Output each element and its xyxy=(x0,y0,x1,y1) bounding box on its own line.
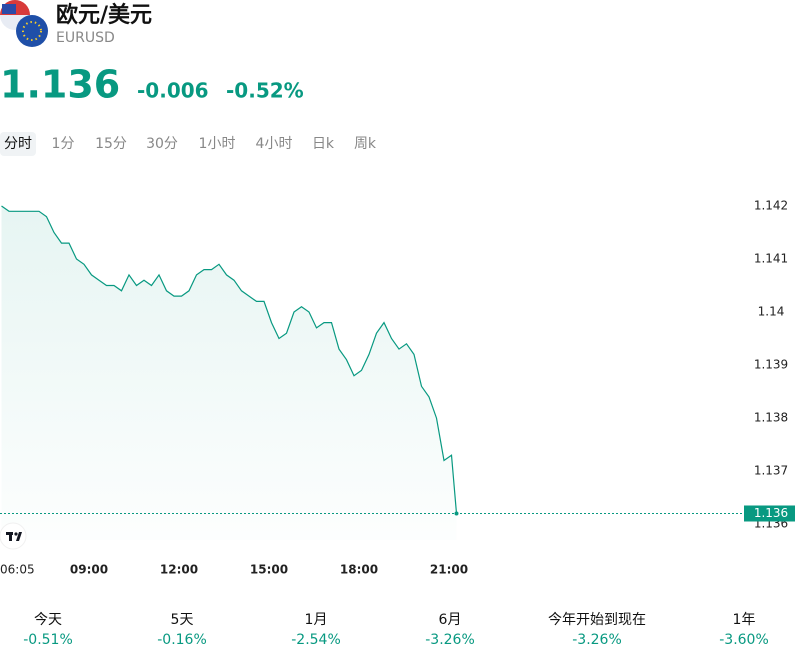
period-label[interactable]: 今年开始到现在 xyxy=(548,612,646,628)
period-value: -3.60% xyxy=(719,632,769,648)
y-tick-label: 1.138 xyxy=(754,411,788,425)
x-tick-label: 18:00 xyxy=(340,563,378,577)
tab[interactable]: 4小时 xyxy=(256,136,293,152)
period-label[interactable]: 1年 xyxy=(733,612,756,628)
pair-code: EURUSD xyxy=(56,30,115,46)
period-label[interactable]: 今天 xyxy=(34,612,62,628)
period-value: -0.51% xyxy=(23,632,73,648)
period-returns: 今天 -0.51% 5天 -0.16% 1月 -2.54% 6月 -3.26% 今年开始到现在 -… xyxy=(23,612,769,648)
last-price-box xyxy=(744,505,795,522)
y-tick-label: 1.137 xyxy=(754,464,788,478)
period-label[interactable]: 1月 xyxy=(305,612,328,628)
flag-icons xyxy=(0,0,48,47)
price-line xyxy=(1,205,458,514)
last-price-label: 1.136 xyxy=(754,506,788,520)
y-tick-label: 1.142 xyxy=(754,199,788,213)
x-tick-label: 15:00 xyxy=(250,563,288,577)
chart: 1.136 1.137 1.138 1.139 1.14 1.141 1.142 06:05 0… xyxy=(0,199,795,577)
period-label[interactable]: 5天 xyxy=(171,612,194,628)
tab[interactable]: 1小时 xyxy=(199,136,236,152)
tab[interactable]: 分时 xyxy=(4,136,32,152)
tradingview-logo xyxy=(0,522,27,550)
area xyxy=(1,206,457,540)
change: -0.006 xyxy=(137,79,209,103)
x-tick-label: 12:00 xyxy=(160,563,198,577)
pair-name: 欧元/美元 xyxy=(56,2,152,28)
x-tick-label: 09:00 xyxy=(70,563,108,577)
x-tick-label: 06:05 xyxy=(0,563,35,577)
tab[interactable]: 30分 xyxy=(146,136,178,152)
y-tick-label: 1.139 xyxy=(754,358,788,372)
y-tick-label: 1.141 xyxy=(754,252,788,266)
change-percent: -0.52% xyxy=(226,79,304,103)
tabs: 分时 1分 15分 30分 1小时 4小时 日k 周k xyxy=(4,136,377,152)
tab[interactable]: 日k xyxy=(312,136,335,152)
period-value: -2.54% xyxy=(291,632,341,648)
tab[interactable]: 1分 xyxy=(52,136,75,152)
period-value: -3.26% xyxy=(572,632,622,648)
period-value: -3.26% xyxy=(425,632,475,648)
period-value: -0.16% xyxy=(157,632,207,648)
tab-selected-bg xyxy=(0,132,36,156)
y-tick-label: 1.14 xyxy=(758,305,785,319)
tab[interactable]: 周k xyxy=(354,136,377,152)
tab[interactable]: 15分 xyxy=(95,136,127,152)
x-tick-label: 21:00 xyxy=(430,563,468,577)
price: 1.136 xyxy=(0,63,120,107)
period-label[interactable]: 6月 xyxy=(439,612,462,628)
